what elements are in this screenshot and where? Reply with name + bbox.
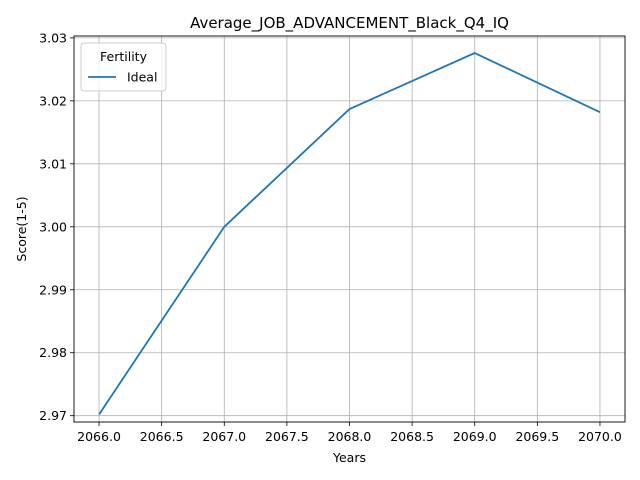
y-tick-label: 3.02	[39, 93, 67, 108]
x-tick-label: 2070.0	[578, 429, 622, 444]
y-tick-label: 3.01	[39, 156, 67, 171]
x-tick-label: 2069.5	[515, 429, 559, 444]
y-tick-label: 2.99	[39, 282, 67, 297]
x-tick-label: 2067.5	[265, 429, 309, 444]
series-layer	[98, 52, 601, 415]
y-tick-label: 3.00	[39, 219, 67, 234]
series-line-ideal	[98, 52, 601, 415]
x-tick-label: 2066.5	[140, 429, 184, 444]
legend-title: Fertility	[100, 49, 148, 64]
x-tick-label: 2069.0	[453, 429, 497, 444]
x-tick-label: 2068.5	[390, 429, 434, 444]
y-tick-label: 2.97	[39, 408, 67, 423]
legend-label-ideal: Ideal	[127, 70, 157, 85]
legend-box	[80, 42, 167, 92]
x-tick-label: 2066.0	[77, 429, 121, 444]
y-tick-label: 3.03	[39, 30, 67, 45]
y-axis: 2.97 2.98 2.99 3.00 3.01 3.02 3.03	[39, 30, 74, 423]
legend: Fertility Ideal	[80, 42, 167, 92]
y-tick-label: 2.98	[39, 345, 67, 360]
x-tick-label: 2068.0	[328, 429, 372, 444]
x-axis: 2066.0 2066.5 2067.0 2067.5 2068.0 2068.5 2069…	[77, 422, 622, 444]
grid	[74, 36, 625, 422]
y-axis-label: Score(1-5)	[14, 196, 29, 261]
x-axis-label: Years	[332, 450, 366, 465]
x-tick-label: 2067.0	[202, 429, 246, 444]
chart-title: Average_JOB_ADVANCEMENT_Black_Q4_IQ	[190, 14, 509, 33]
